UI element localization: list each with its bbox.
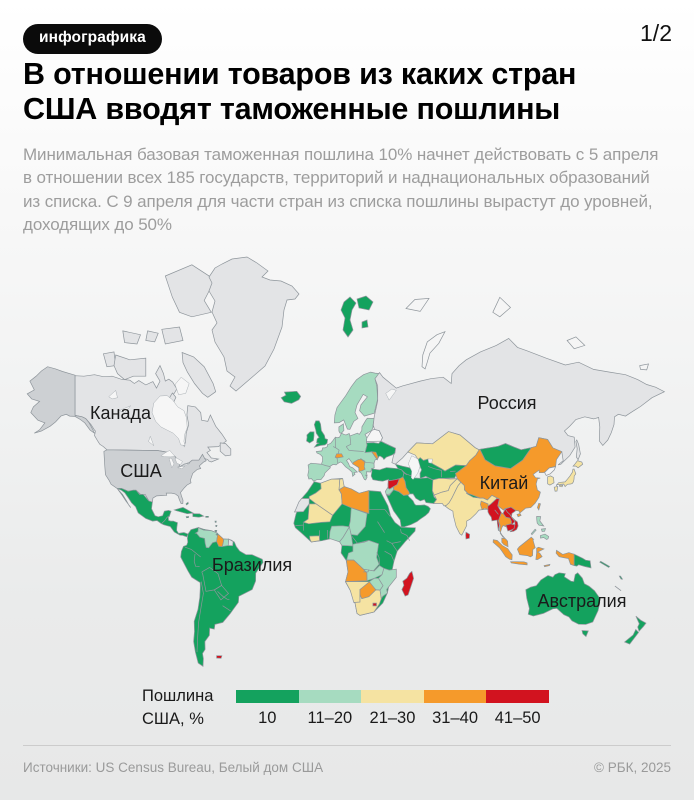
svg-text:Канада: Канада [90, 403, 152, 423]
svg-text:Китай: Китай [480, 473, 529, 493]
svg-text:Россия: Россия [477, 393, 536, 413]
svg-text:Бразилия: Бразилия [212, 555, 292, 575]
svg-text:США: США [120, 461, 162, 481]
svg-text:Австралия: Австралия [538, 591, 627, 611]
